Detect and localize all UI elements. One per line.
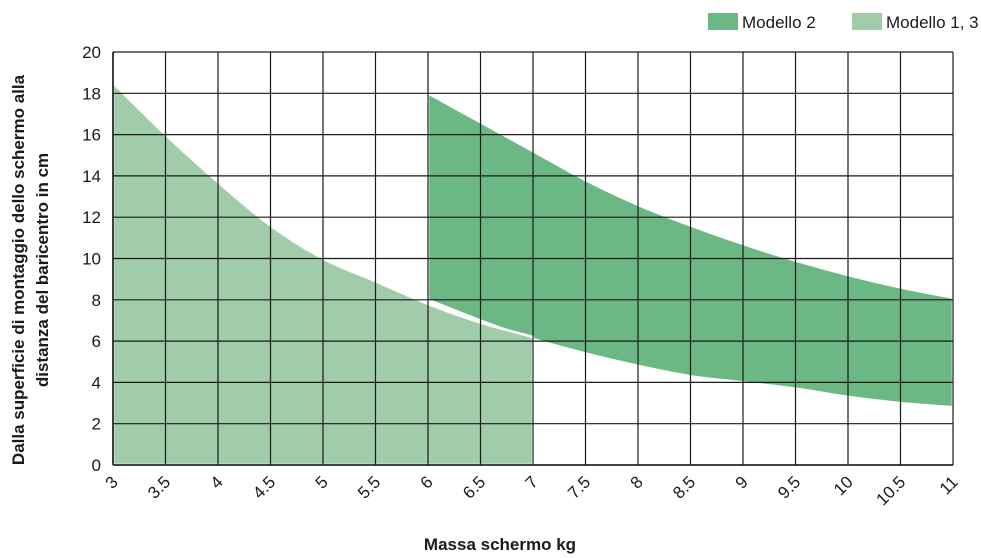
y-axis-label-line-2: distanza del baricentro in cm bbox=[33, 153, 52, 387]
x-axis-label: Massa schermo kg bbox=[424, 535, 576, 554]
x-tick-label: 8 bbox=[627, 472, 647, 492]
y-tick-label: 6 bbox=[92, 332, 101, 351]
y-tick-label: 10 bbox=[82, 250, 101, 269]
y-tick-label: 2 bbox=[92, 415, 101, 434]
chart-grid bbox=[112, 51, 954, 466]
x-tick-label: 4.5 bbox=[249, 472, 279, 502]
y-tick-label: 4 bbox=[92, 373, 101, 392]
x-tick-label: 9 bbox=[732, 472, 752, 492]
y-tick-label: 14 bbox=[82, 167, 101, 186]
y-tick-label: 8 bbox=[92, 291, 101, 310]
x-tick-label: 8.5 bbox=[669, 472, 699, 502]
legend-swatch bbox=[708, 13, 738, 30]
x-tick-label: 3 bbox=[102, 472, 122, 492]
x-axis-ticks: 3 3.5 4 4.5 5 5.5 6 6.5 7 7.5 8 8.5 9 9.5 10 10.5 11 bbox=[102, 472, 962, 509]
y-tick-label: 12 bbox=[82, 208, 101, 227]
legend-label: Modello 1, 3 bbox=[886, 13, 979, 32]
x-tick-label: 10 bbox=[830, 472, 857, 499]
legend-label: Modello 2 bbox=[742, 13, 816, 32]
y-tick-label: 0 bbox=[92, 456, 101, 475]
x-tick-label: 7.5 bbox=[564, 472, 594, 502]
x-tick-label: 5.5 bbox=[354, 472, 384, 502]
x-tick-label: 7 bbox=[522, 472, 542, 492]
x-tick-label: 10.5 bbox=[872, 472, 909, 509]
x-tick-label: 9.5 bbox=[774, 472, 804, 502]
x-tick-label: 6 bbox=[417, 472, 437, 492]
legend-swatch bbox=[852, 13, 882, 30]
y-tick-label: 20 bbox=[82, 43, 101, 62]
y-axis-ticks: 0 2 4 6 8 10 12 14 16 18 20 bbox=[82, 43, 101, 475]
x-tick-label: 5 bbox=[312, 472, 332, 492]
y-tick-label: 16 bbox=[82, 126, 101, 145]
legend: Modello 2 Modello 1, 3 bbox=[708, 13, 979, 32]
y-tick-label: 18 bbox=[82, 84, 101, 103]
x-tick-label: 6.5 bbox=[459, 472, 489, 502]
y-axis-label-line-1: Dalla superficie di montaggio dello sche… bbox=[9, 74, 28, 465]
x-tick-label: 11 bbox=[936, 472, 962, 498]
x-tick-label: 4 bbox=[207, 472, 227, 492]
x-tick-label: 3.5 bbox=[144, 472, 174, 502]
